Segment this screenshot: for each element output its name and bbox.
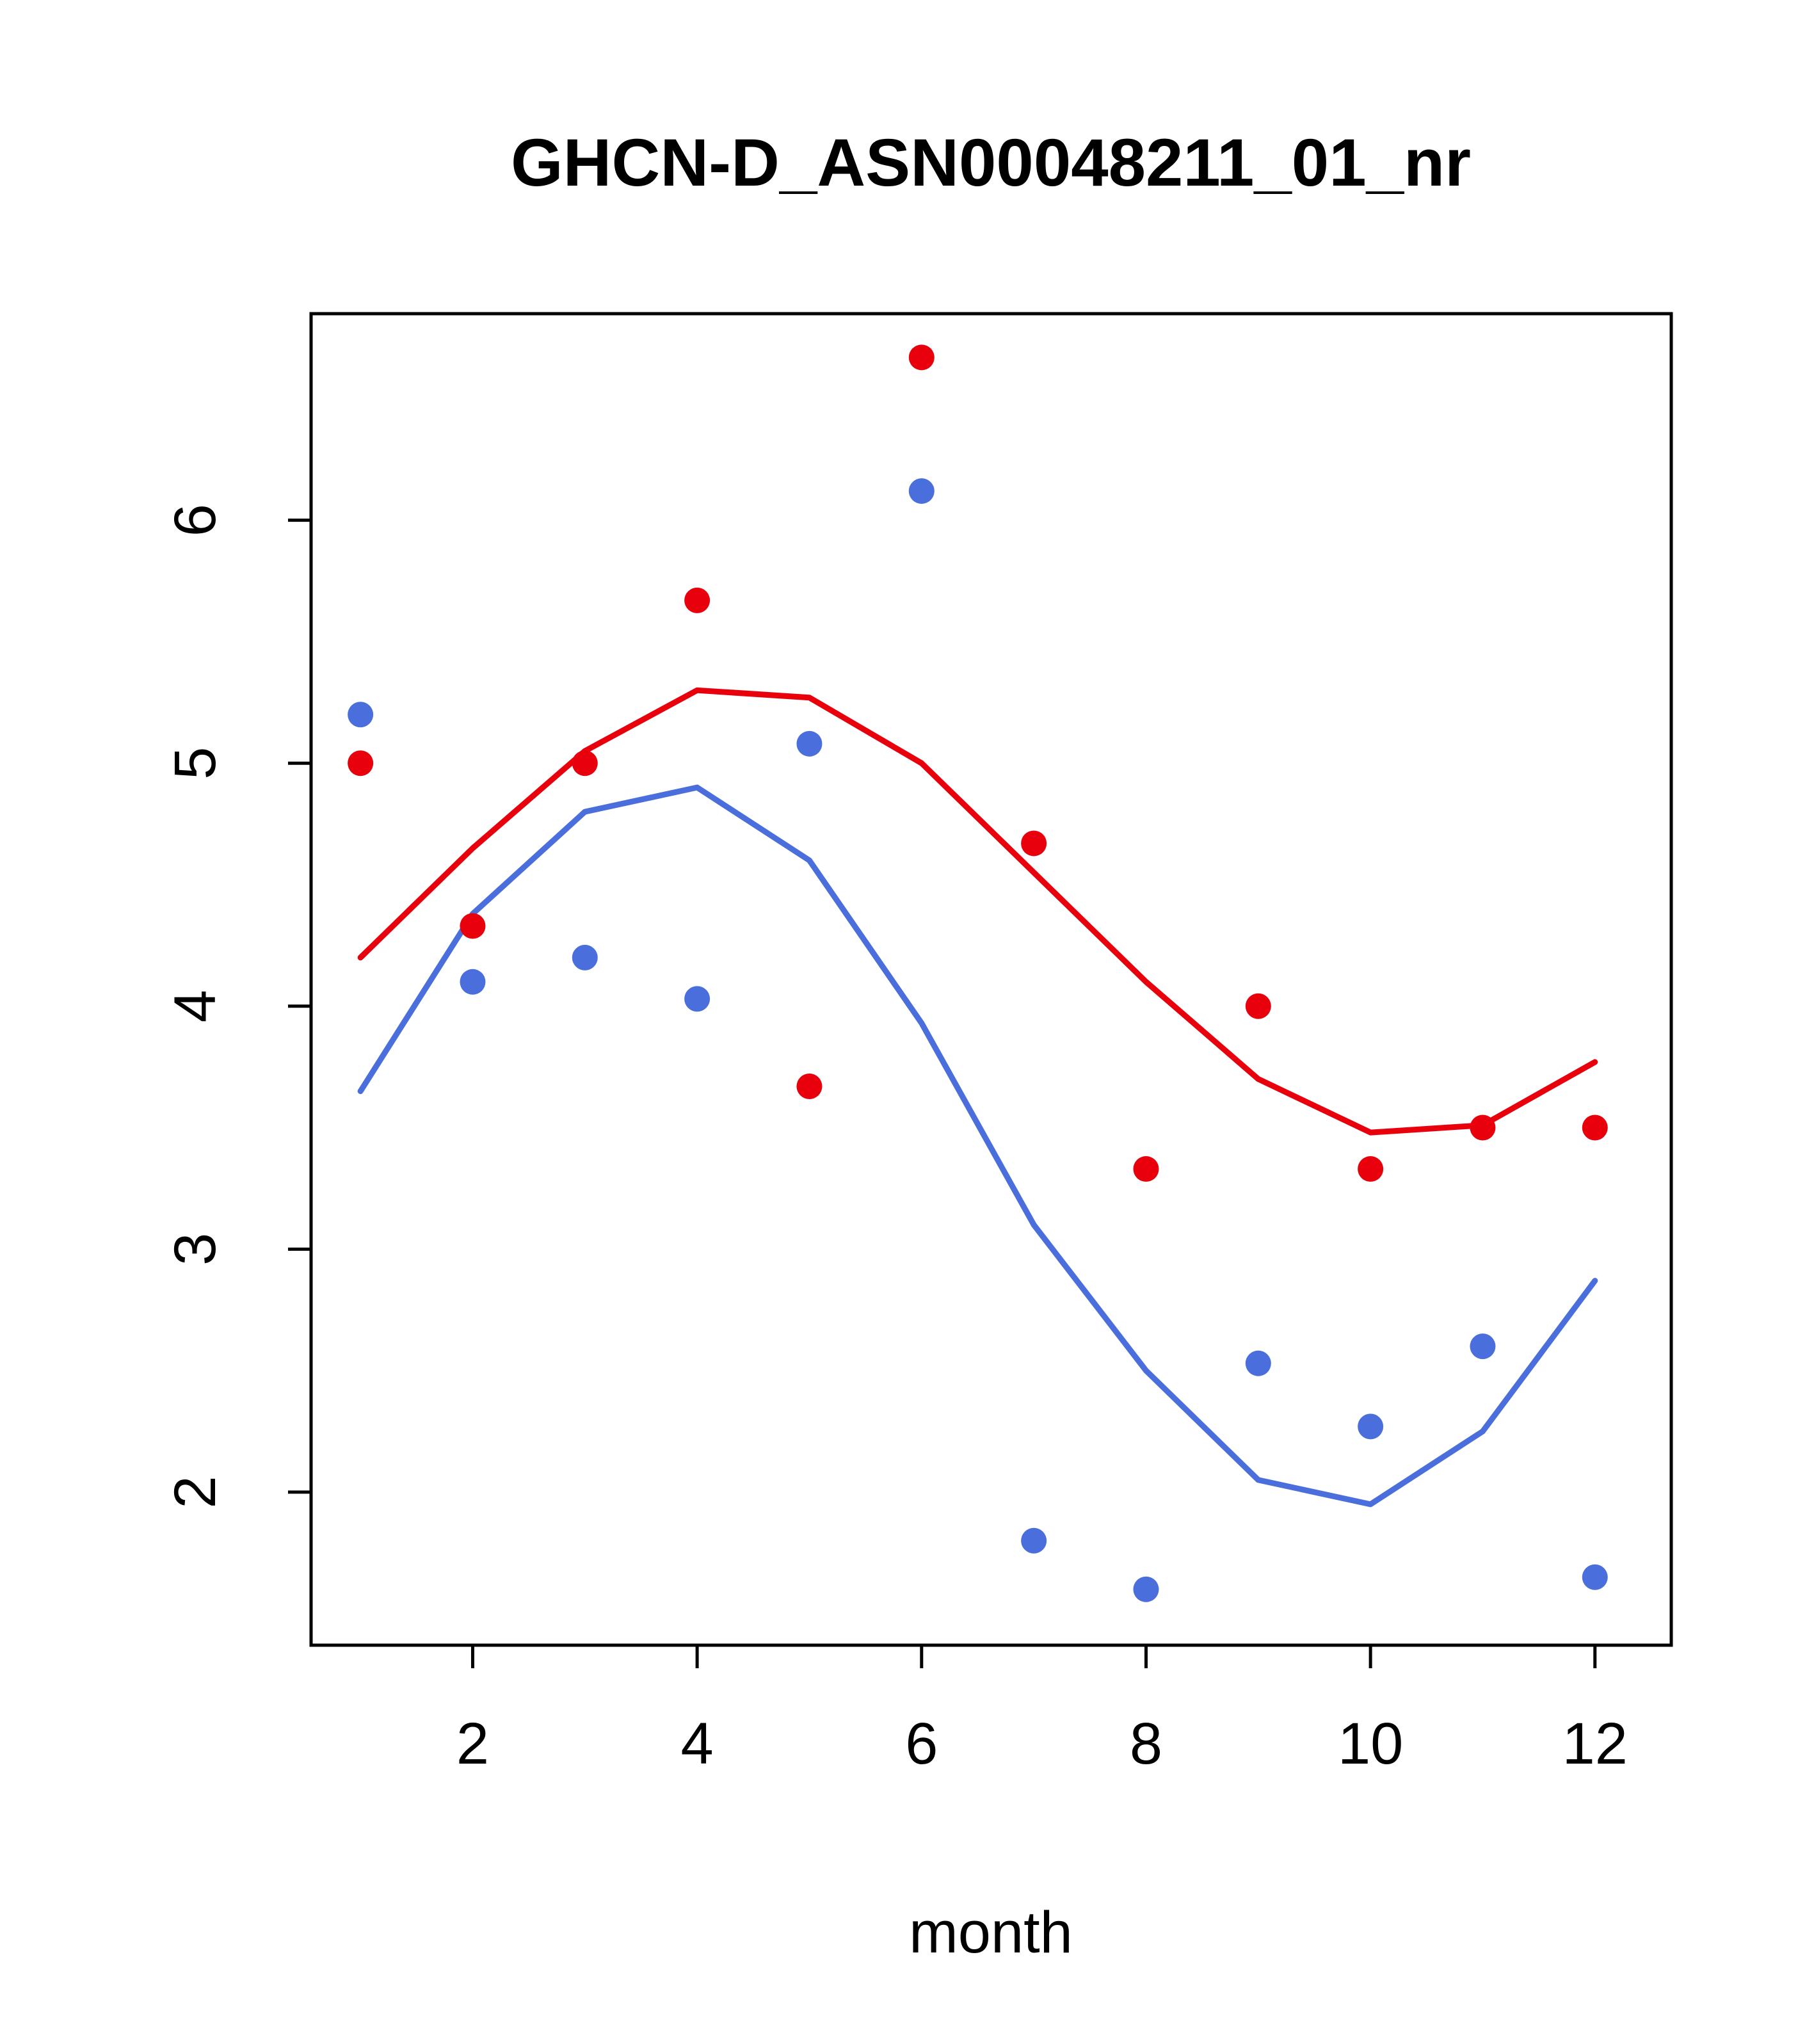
blue-observations-point xyxy=(1133,1576,1159,1602)
x-tick-label: 6 xyxy=(905,1711,938,1776)
red-observations-point xyxy=(572,750,598,777)
y-tick-label: 2 xyxy=(163,1476,228,1508)
blue-observations-point xyxy=(1470,1333,1496,1360)
blue-observations-point xyxy=(460,969,486,995)
y-tick-label: 4 xyxy=(163,990,228,1022)
blue-observations-point xyxy=(1245,1350,1271,1376)
red-observations-point xyxy=(684,587,710,613)
chart-title: GHCN-D_ASN00048211_01_nr xyxy=(511,125,1471,200)
plot-area xyxy=(309,312,1673,1647)
y-tick-label: 6 xyxy=(163,504,228,536)
red-observations-point xyxy=(460,913,486,939)
red-observations-point xyxy=(908,344,935,371)
x-tick-label: 2 xyxy=(456,1711,489,1776)
blue-observations-point xyxy=(1582,1564,1608,1590)
blue-observations-point xyxy=(684,986,710,1012)
red-observations-point xyxy=(1133,1156,1159,1182)
x-tick-label: 4 xyxy=(681,1711,714,1776)
y-tick-label: 5 xyxy=(163,747,228,780)
x-tick-label: 10 xyxy=(1338,1711,1403,1776)
blue-observations-point xyxy=(796,730,823,757)
blue-observations-point xyxy=(1358,1413,1384,1440)
red-observations-point xyxy=(1470,1115,1496,1141)
blue-observations-point xyxy=(348,702,374,728)
red-trend-line xyxy=(357,687,1598,1136)
red-observations-point xyxy=(796,1074,823,1100)
red-observations-point xyxy=(1245,993,1271,1019)
x-axis-title: month xyxy=(909,1900,1073,1965)
blue-observations-point xyxy=(572,944,598,970)
red-observations-point xyxy=(1021,830,1047,857)
x-tick-label: 8 xyxy=(1130,1711,1162,1776)
red-observations-point xyxy=(348,750,374,777)
red-observations-point xyxy=(1358,1156,1384,1182)
x-tick-label: 12 xyxy=(1562,1711,1628,1776)
blue-observations-point xyxy=(1021,1527,1047,1554)
blue-trend-line xyxy=(357,784,1598,1508)
blue-observations-point xyxy=(908,478,935,504)
red-observations-point xyxy=(1582,1115,1608,1141)
y-tick-label: 3 xyxy=(163,1233,228,1266)
